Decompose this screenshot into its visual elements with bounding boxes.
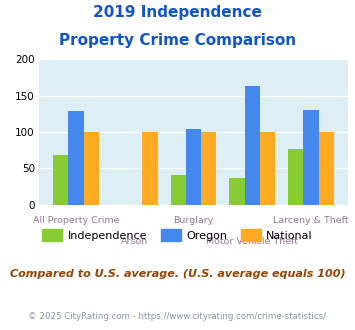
Bar	[288, 149, 303, 205]
Bar	[229, 178, 245, 205]
Text: © 2025 CityRating.com - https://www.cityrating.com/crime-statistics/: © 2025 CityRating.com - https://www.city…	[28, 312, 327, 321]
Bar	[53, 155, 69, 205]
Text: All Property Crime: All Property Crime	[33, 216, 119, 225]
Text: Arson: Arson	[121, 237, 148, 246]
Bar	[318, 132, 334, 205]
Text: Motor Vehicle Theft: Motor Vehicle Theft	[206, 237, 298, 246]
Bar	[303, 110, 318, 205]
Bar	[201, 132, 217, 205]
Bar	[260, 132, 275, 205]
Bar	[69, 111, 84, 205]
Bar	[170, 175, 186, 205]
Bar	[84, 132, 99, 205]
Text: Burglary: Burglary	[173, 216, 214, 225]
Text: Larceny & Theft: Larceny & Theft	[273, 216, 349, 225]
Bar	[186, 129, 201, 205]
Text: Compared to U.S. average. (U.S. average equals 100): Compared to U.S. average. (U.S. average …	[10, 269, 345, 279]
Bar	[142, 132, 158, 205]
Text: Property Crime Comparison: Property Crime Comparison	[59, 33, 296, 48]
Bar	[245, 86, 260, 205]
Legend: Independence, Oregon, National: Independence, Oregon, National	[38, 225, 317, 245]
Text: 2019 Independence: 2019 Independence	[93, 5, 262, 20]
